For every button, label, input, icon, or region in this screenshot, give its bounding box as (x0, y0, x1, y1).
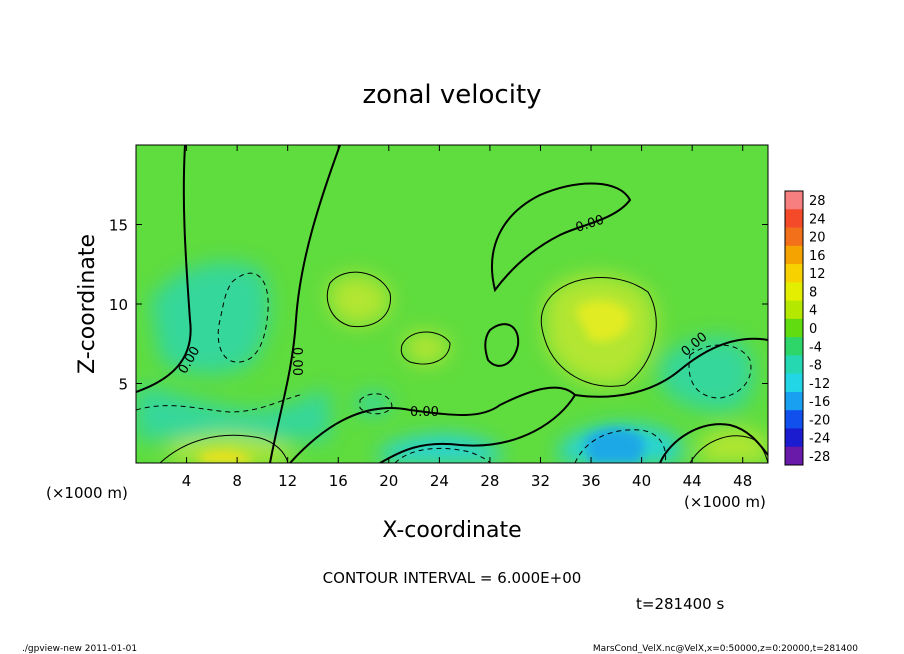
colorbar-label: 12 (809, 267, 826, 282)
colorbar: 28 24 20 16 12 8 4 0 -4 -8 -12 -16 -20 -24 -28 (784, 190, 830, 466)
positive-contour-bottom-left (159, 434, 289, 463)
colorbar-swatch (785, 373, 803, 393)
x-tick-label: 44 (683, 472, 702, 490)
x-tick-label: 8 (232, 472, 242, 490)
negative-region-small (355, 391, 392, 416)
colorbar-swatch (785, 428, 803, 448)
x-tick-label: 48 (733, 472, 752, 490)
colorbar-swatch (785, 355, 803, 375)
positive-contour-bottom-right (689, 435, 768, 463)
colorbar-swatch (785, 318, 803, 338)
zero-contour-small-right (484, 323, 520, 367)
positive-region-bottom-right (700, 428, 768, 463)
colorbar-label: -16 (809, 395, 830, 410)
chart-title: zonal velocity (362, 80, 541, 110)
peak-positive-region (575, 300, 630, 342)
x-tick-label: 28 (480, 472, 499, 490)
x-unit-label: (×1000 m) (46, 484, 128, 502)
colorbar-label: 24 (809, 212, 826, 227)
colorbar-swatch (785, 227, 803, 247)
negative-contour-small (359, 393, 393, 415)
colorbar-swatch (785, 209, 803, 229)
x-tick-label: 24 (430, 472, 449, 490)
negative-contour-left-upper (217, 272, 269, 363)
zero-contour-mid-left (269, 145, 341, 463)
contour-label: 0.00 (410, 405, 439, 420)
colorbar-label: 0 (809, 322, 817, 337)
colorbar-label: -4 (809, 340, 822, 355)
peak-negative-region (585, 428, 645, 463)
negative-contours (136, 272, 752, 463)
footer-right: MarsCond_VelX.nc@VelX,x=0:50000,z=0:2000… (593, 644, 858, 654)
x-tick-label: 40 (632, 472, 651, 490)
colorbar-swatch (785, 300, 803, 320)
colorbar-label: 20 (809, 231, 826, 246)
colorbar-swatch (785, 191, 803, 210)
colorbar-frame (784, 190, 804, 466)
zero-contour-right (574, 337, 768, 398)
negative-contour-bottom-right (574, 429, 667, 463)
x-axis-ticks: 4 8 12 16 20 24 28 32 36 40 44 48 (182, 145, 752, 490)
colorbar-label: 16 (809, 249, 826, 264)
colorbar-swatch (785, 391, 803, 411)
zero-contours (136, 145, 768, 463)
x-tick-label: 16 (329, 472, 348, 490)
zero-contour-left (136, 145, 192, 393)
colorbar-label: -12 (809, 377, 830, 392)
y-tick-label: 10 (109, 296, 128, 314)
negative-region-bottom-center (380, 435, 500, 463)
colorbar-swatch (785, 337, 803, 356)
positive-contour-center (326, 271, 392, 328)
x-axis-label: X-coordinate (382, 518, 521, 543)
zero-contour-upper-right (491, 182, 632, 293)
x-tick-label: 20 (379, 472, 398, 490)
contour-interval-text: CONTOUR INTERVAL = 6.000E+00 (323, 569, 582, 587)
colorbar-swatch (785, 410, 803, 429)
negative-contour-left-lower (136, 394, 301, 413)
x-unit-label-right: (×1000 m) (684, 493, 766, 511)
colorbar-swatch (785, 264, 803, 283)
x-tick-label: 4 (182, 472, 192, 490)
positive-region-small (402, 332, 450, 365)
y-axis-label: Z-coordinate (75, 234, 100, 374)
zero-contour-bottom-center (289, 386, 577, 463)
x-tick-label: 32 (531, 472, 550, 490)
colorbar-label: -8 (809, 359, 822, 374)
positive-contour-small (400, 331, 451, 365)
negative-region-right (660, 336, 754, 412)
colorbar-label: -24 (809, 432, 830, 447)
x-tick-label: 12 (278, 472, 297, 490)
negative-contour-right (688, 344, 752, 399)
colorbar-swatch (785, 245, 803, 265)
x-tick-label: 36 (581, 472, 600, 490)
colorbar-label: -20 (809, 413, 830, 428)
colorbar-swatch (785, 282, 803, 302)
positive-contour-center-right (540, 277, 657, 387)
negative-region-left (136, 385, 330, 440)
colorbar-label: -28 (809, 450, 830, 465)
colorbar-label: 4 (809, 304, 817, 319)
footer-left: ./gpview-new 2011-01-01 (22, 644, 137, 654)
y-tick-label: 15 (109, 217, 128, 235)
positive-contours (159, 271, 768, 463)
y-tick-label: 5 (118, 376, 128, 394)
colorbar-label: 28 (809, 194, 826, 209)
time-text: t=281400 s (636, 595, 724, 613)
colorbar-swatch (785, 446, 803, 466)
negative-region-left-upper (150, 262, 270, 375)
peak-positive-region-bottom (200, 451, 255, 463)
colorbar-label: 8 (809, 285, 817, 300)
positive-region-center (328, 274, 391, 326)
y-axis-ticks: 5 10 15 (109, 217, 768, 394)
contour-label: 0.00 (289, 347, 304, 376)
plot-area: 0.00 0.00 0.00 0.00 0.00 (136, 145, 768, 463)
